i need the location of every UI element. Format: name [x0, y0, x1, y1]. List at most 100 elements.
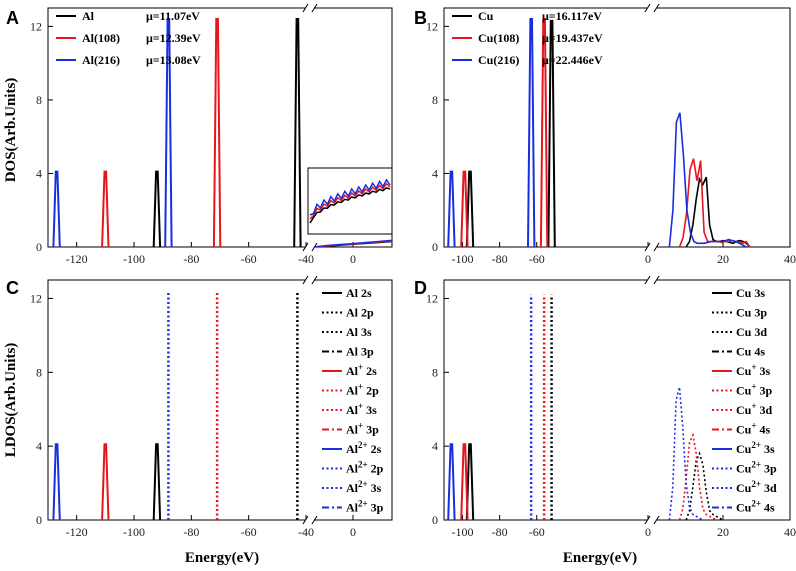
panel-label: B [414, 8, 427, 28]
axis-break-gap [305, 4, 315, 12]
panel-c: C 0 4 8 12 -120 -100 -80 -60 -40 0 Al 2s Al 2p Al 3s A… [6, 275, 393, 539]
plot-frame [443, 279, 791, 521]
y-tick-label: 4 [36, 439, 42, 453]
y-tick-label: 12 [426, 19, 438, 33]
peak-mark [447, 443, 456, 520]
panel-label: A [6, 8, 19, 28]
axis-break-mark [653, 3, 660, 13]
legend-label: Al 2p [346, 306, 374, 320]
x-tick-label: -100 [452, 252, 474, 266]
legend-label: Cu 4s [736, 345, 765, 359]
peak-mark [152, 443, 162, 520]
legend-label: Al(108) [82, 31, 120, 45]
axis-break-mark [653, 515, 660, 525]
x-tick-label: -120 [66, 252, 88, 266]
legend-label: Al 3p [346, 345, 374, 359]
axis-break-gap [647, 516, 657, 524]
peak-mark [52, 170, 61, 247]
legend-label: Al2+ 2s [346, 440, 382, 456]
plot-frame [443, 7, 791, 248]
x-tick-label: -40 [298, 525, 314, 539]
x-tick-label: 40 [784, 525, 796, 539]
y-tick-label: 0 [36, 240, 42, 254]
legend-label: Cu 3s [736, 286, 765, 300]
y-tick-label: 0 [432, 240, 438, 254]
peak-mark [152, 170, 162, 247]
legend-label: Cu2+ 3d [736, 479, 777, 495]
legend-mu: μ=22.446eV [542, 53, 603, 67]
legend-label: Al [82, 9, 95, 23]
x-tick-label: 0 [350, 525, 356, 539]
peak-mark [539, 18, 549, 247]
x-tick-label: -80 [492, 252, 508, 266]
x-tick-label: -60 [529, 525, 545, 539]
peak-mark [465, 443, 475, 520]
axis-break-gap [305, 243, 315, 251]
x-tick-label: 0 [645, 252, 651, 266]
axis-break-gap [305, 516, 315, 524]
plot-area [447, 294, 724, 520]
x-tick-label: -40 [298, 252, 314, 266]
peak-mark [101, 443, 110, 520]
peak-mark [52, 443, 61, 520]
axis-break-mark [311, 275, 318, 285]
peak-mark [547, 19, 556, 247]
axis-break-mark [644, 3, 651, 13]
panel-label: C [6, 278, 19, 298]
peak-mark [465, 170, 475, 247]
y-tick-label: 0 [432, 513, 438, 527]
axis-break-gap [647, 276, 657, 284]
axis-break-mark [311, 515, 318, 525]
peak-mark [460, 170, 469, 247]
y-axis-label-top: DOS(Arb.Units) [3, 78, 19, 183]
panels-layer: A 0 4 8 12 -120 -100 -80 -60 -40 0 Al μ=11.07eV Al(10… [6, 3, 796, 539]
legend-mu: μ=13.08eV [146, 53, 201, 67]
y-tick-label: 12 [30, 291, 42, 305]
y-tick-label: 8 [432, 93, 438, 107]
peak-mark [293, 18, 302, 247]
legend-mu: μ=11.07eV [146, 9, 200, 23]
x-tick-label: -100 [452, 525, 474, 539]
y-tick-label: 8 [432, 365, 438, 379]
peak-mark [447, 170, 456, 247]
x-tick-label: -60 [529, 252, 545, 266]
peak-mark [460, 443, 469, 520]
inset-line [309, 178, 391, 216]
x-tick-label: -100 [123, 525, 145, 539]
legend-label: Al(216) [82, 53, 120, 67]
axis-break-mark [653, 275, 660, 285]
legend-label: Cu(216) [478, 53, 519, 67]
legend-mu: μ=12.39eV [146, 31, 201, 45]
y-tick-label: 4 [432, 166, 438, 180]
peak-mark [101, 170, 110, 247]
plot-frame [47, 279, 393, 521]
plot-area [52, 18, 392, 247]
legend-label: Cu+ 4s [736, 421, 770, 437]
legend-label: Al+ 2s [346, 362, 377, 378]
legend-label: Al+ 2p [346, 382, 379, 398]
plot-area [447, 18, 751, 247]
band-line [313, 239, 392, 247]
x-tick-label: 40 [784, 252, 796, 266]
axis-break-mark [302, 275, 309, 285]
axis-break-gap [647, 243, 657, 251]
x-tick-label: 20 [717, 525, 729, 539]
peak-mark [164, 18, 173, 247]
y-tick-label: 4 [36, 166, 42, 180]
legend-label: Cu(108) [478, 31, 519, 45]
band-line [668, 386, 704, 520]
x-tick-label: 0 [350, 252, 356, 266]
plot-area [52, 292, 299, 520]
legend-label: Al2+ 3s [346, 479, 382, 495]
y-tick-label: 8 [36, 365, 42, 379]
legend-label: Al+ 3s [346, 401, 377, 417]
legend-label: Al2+ 3p [346, 499, 384, 515]
axis-break-mark [653, 242, 660, 252]
axis-break-gap [305, 276, 315, 284]
legend-label: Cu+ 3s [736, 362, 770, 378]
axis-break-gap [647, 4, 657, 12]
x-tick-label: -80 [492, 525, 508, 539]
x-tick-label: -100 [123, 252, 145, 266]
inset-frame [307, 167, 393, 235]
